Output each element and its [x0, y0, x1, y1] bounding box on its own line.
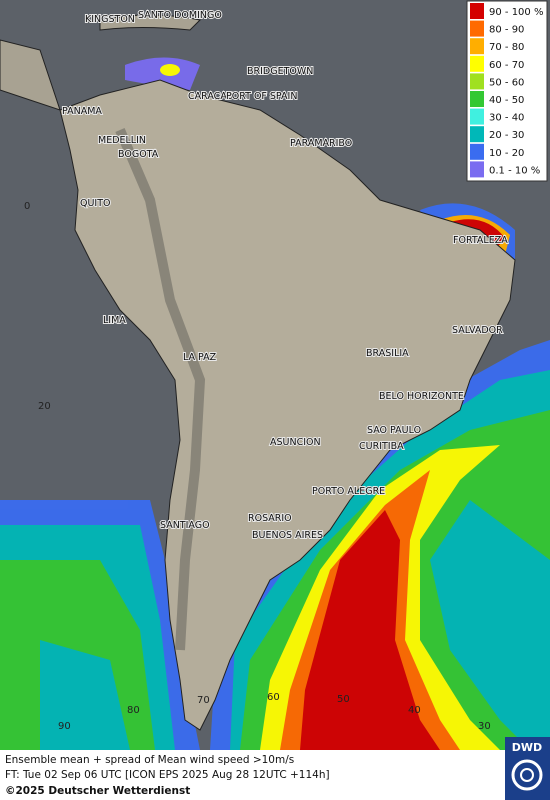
caribbean — [99, 14, 202, 31]
legend-swatch — [470, 161, 484, 178]
city-label: KINGSTON — [85, 14, 135, 25]
latitude-label: 0 — [24, 201, 30, 212]
logo: DWD — [512, 741, 542, 754]
city-label: LA PAZ — [183, 352, 217, 363]
central-america — [0, 39, 61, 111]
city-label: MEDELLIN — [98, 135, 146, 146]
legend-label: 40 - 50 — [489, 95, 524, 106]
footer-line: FT: Tue 02 Sep 06 UTC [ICON EPS 2025 Aug… — [5, 769, 330, 781]
legend-label: 30 - 40 — [489, 113, 524, 124]
legend-swatch — [470, 20, 484, 37]
city-label: SANTIAGO — [160, 520, 210, 531]
logo-swirl — [520, 768, 534, 782]
city-label: QUITO — [80, 198, 111, 209]
longitude-label: 50 — [337, 694, 350, 705]
wind-field — [0, 57, 550, 750]
city-label: PANAMA — [62, 106, 102, 117]
legend-label: 50 - 60 — [489, 77, 524, 88]
latitude-label: 20 — [38, 401, 51, 412]
city-label: BRIDGETOWN — [247, 66, 313, 77]
city-label: FORTALEZA — [453, 235, 508, 246]
city-label: BELO HORIZONTE — [379, 391, 464, 402]
legend-swatch — [470, 91, 484, 107]
legend-swatch — [470, 38, 484, 55]
city-label: LIMA — [103, 315, 126, 326]
legend-swatch — [470, 108, 484, 125]
legend-label: 80 - 90 — [489, 25, 524, 36]
city-label: PORTO ALEGRE — [312, 486, 385, 497]
legend-swatch — [470, 3, 484, 19]
city-label: BRASILIA — [366, 348, 409, 359]
legend-label: 0.1 - 10 % — [489, 165, 540, 176]
legend-swatch — [470, 55, 484, 72]
longitude-label: 30 — [478, 721, 491, 732]
city-label: PORT OF SPAIN — [226, 91, 297, 102]
legend-label: 60 - 70 — [489, 60, 524, 71]
legend-label: 90 - 100 % — [489, 7, 543, 18]
south-america — [59, 79, 516, 731]
longitude-label: 80 — [127, 705, 140, 716]
city-label: SALVADOR — [452, 325, 503, 336]
logo-swirl — [511, 759, 543, 791]
city-label: BUENOS AIRES — [252, 530, 323, 541]
city-label: SANTO DOMINGO — [138, 10, 222, 21]
city-label: SAO PAULO — [367, 425, 421, 436]
legend-swatch — [470, 126, 484, 143]
city-label: ROSARIO — [248, 513, 292, 524]
longitude-label: 90 — [58, 721, 71, 732]
city-label: ASUNCION — [270, 437, 321, 448]
legend-label: 70 - 80 — [489, 42, 524, 53]
legend-label: 10 - 20 — [489, 148, 524, 159]
footer-line: Ensemble mean + spread of Mean wind spee… — [5, 754, 294, 766]
longitude-label: 60 — [267, 692, 280, 703]
footer-line: ©2025 Deutscher Wetterdienst — [5, 785, 190, 797]
legend-swatch — [470, 73, 484, 90]
legend-swatch — [470, 143, 484, 160]
city-label: PARAMARIBO — [290, 138, 352, 149]
city-label: BOGOTA — [118, 149, 159, 160]
longitude-label: 40 — [408, 705, 421, 716]
city-label: CURITIBA — [359, 441, 404, 452]
andes — [115, 128, 206, 651]
footer — [0, 750, 550, 800]
legend-label: 20 - 30 — [489, 130, 524, 141]
longitude-label: 70 — [197, 695, 210, 706]
city-label: CARACAS — [188, 91, 233, 102]
